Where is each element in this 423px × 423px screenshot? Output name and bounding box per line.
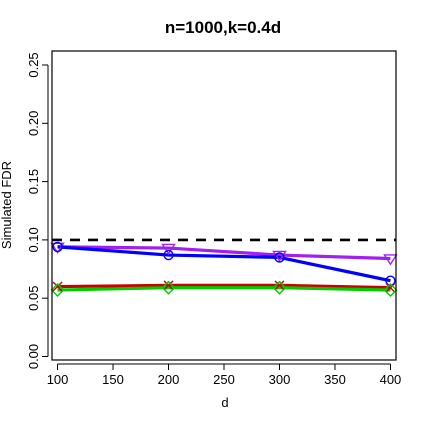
series-2-point-400 [385, 282, 396, 293]
y-tick-label-5: 0.25 [26, 52, 41, 77]
series-line-3 [57, 286, 391, 292]
series-3-point-200 [161, 280, 176, 295]
series-1-point-200 [163, 249, 174, 261]
series-3-point-100 [50, 283, 65, 298]
plot-frame [51, 50, 397, 361]
x-tick-label-150: 150 [102, 372, 124, 387]
series-1-point-400 [385, 275, 396, 286]
y-tick-label-1: 0.05 [26, 286, 41, 311]
series-line-2 [57, 283, 391, 290]
x-tick-label-200: 200 [158, 372, 180, 387]
y-tick-label-0: 0.00 [26, 344, 41, 369]
series-3-point-300 [272, 280, 287, 295]
x-axis-label: d [221, 395, 228, 410]
series-2-point-200 [163, 280, 174, 291]
series-0-point-100 [50, 242, 65, 254]
y-axis-label: Simulated FDR [0, 161, 14, 249]
series-2-point-100 [52, 281, 63, 292]
x-tick-label-300: 300 [269, 372, 291, 387]
series-0-point-400 [383, 254, 398, 266]
series-2-point-300 [274, 280, 285, 291]
series-1-point-300 [274, 252, 285, 263]
y-axis: 0.00 0.05 0.10 0.15 0.20 0.25 [26, 52, 49, 369]
chart-title: n=1000,k=0.4d [165, 18, 281, 37]
series-line-0 [57, 245, 391, 261]
series-3-point-400 [383, 283, 398, 298]
x-tick-label-250: 250 [213, 372, 235, 387]
x-tick-label-100: 100 [47, 372, 69, 387]
y-tick-label-2: 0.10 [26, 227, 41, 252]
x-axis: 100 150 200 250 300 350 400 [47, 363, 402, 387]
series-1-point-100 [52, 241, 63, 253]
series-0-point-300 [272, 250, 287, 263]
x-tick-label-350: 350 [324, 372, 346, 387]
plot-area [50, 238, 398, 298]
x-tick-label-400: 400 [380, 372, 402, 387]
y-tick-label-4: 0.20 [26, 111, 41, 136]
series-0-point-200 [161, 243, 176, 256]
y-tick-label-3: 0.15 [26, 169, 41, 194]
series-line-1 [57, 245, 391, 283]
